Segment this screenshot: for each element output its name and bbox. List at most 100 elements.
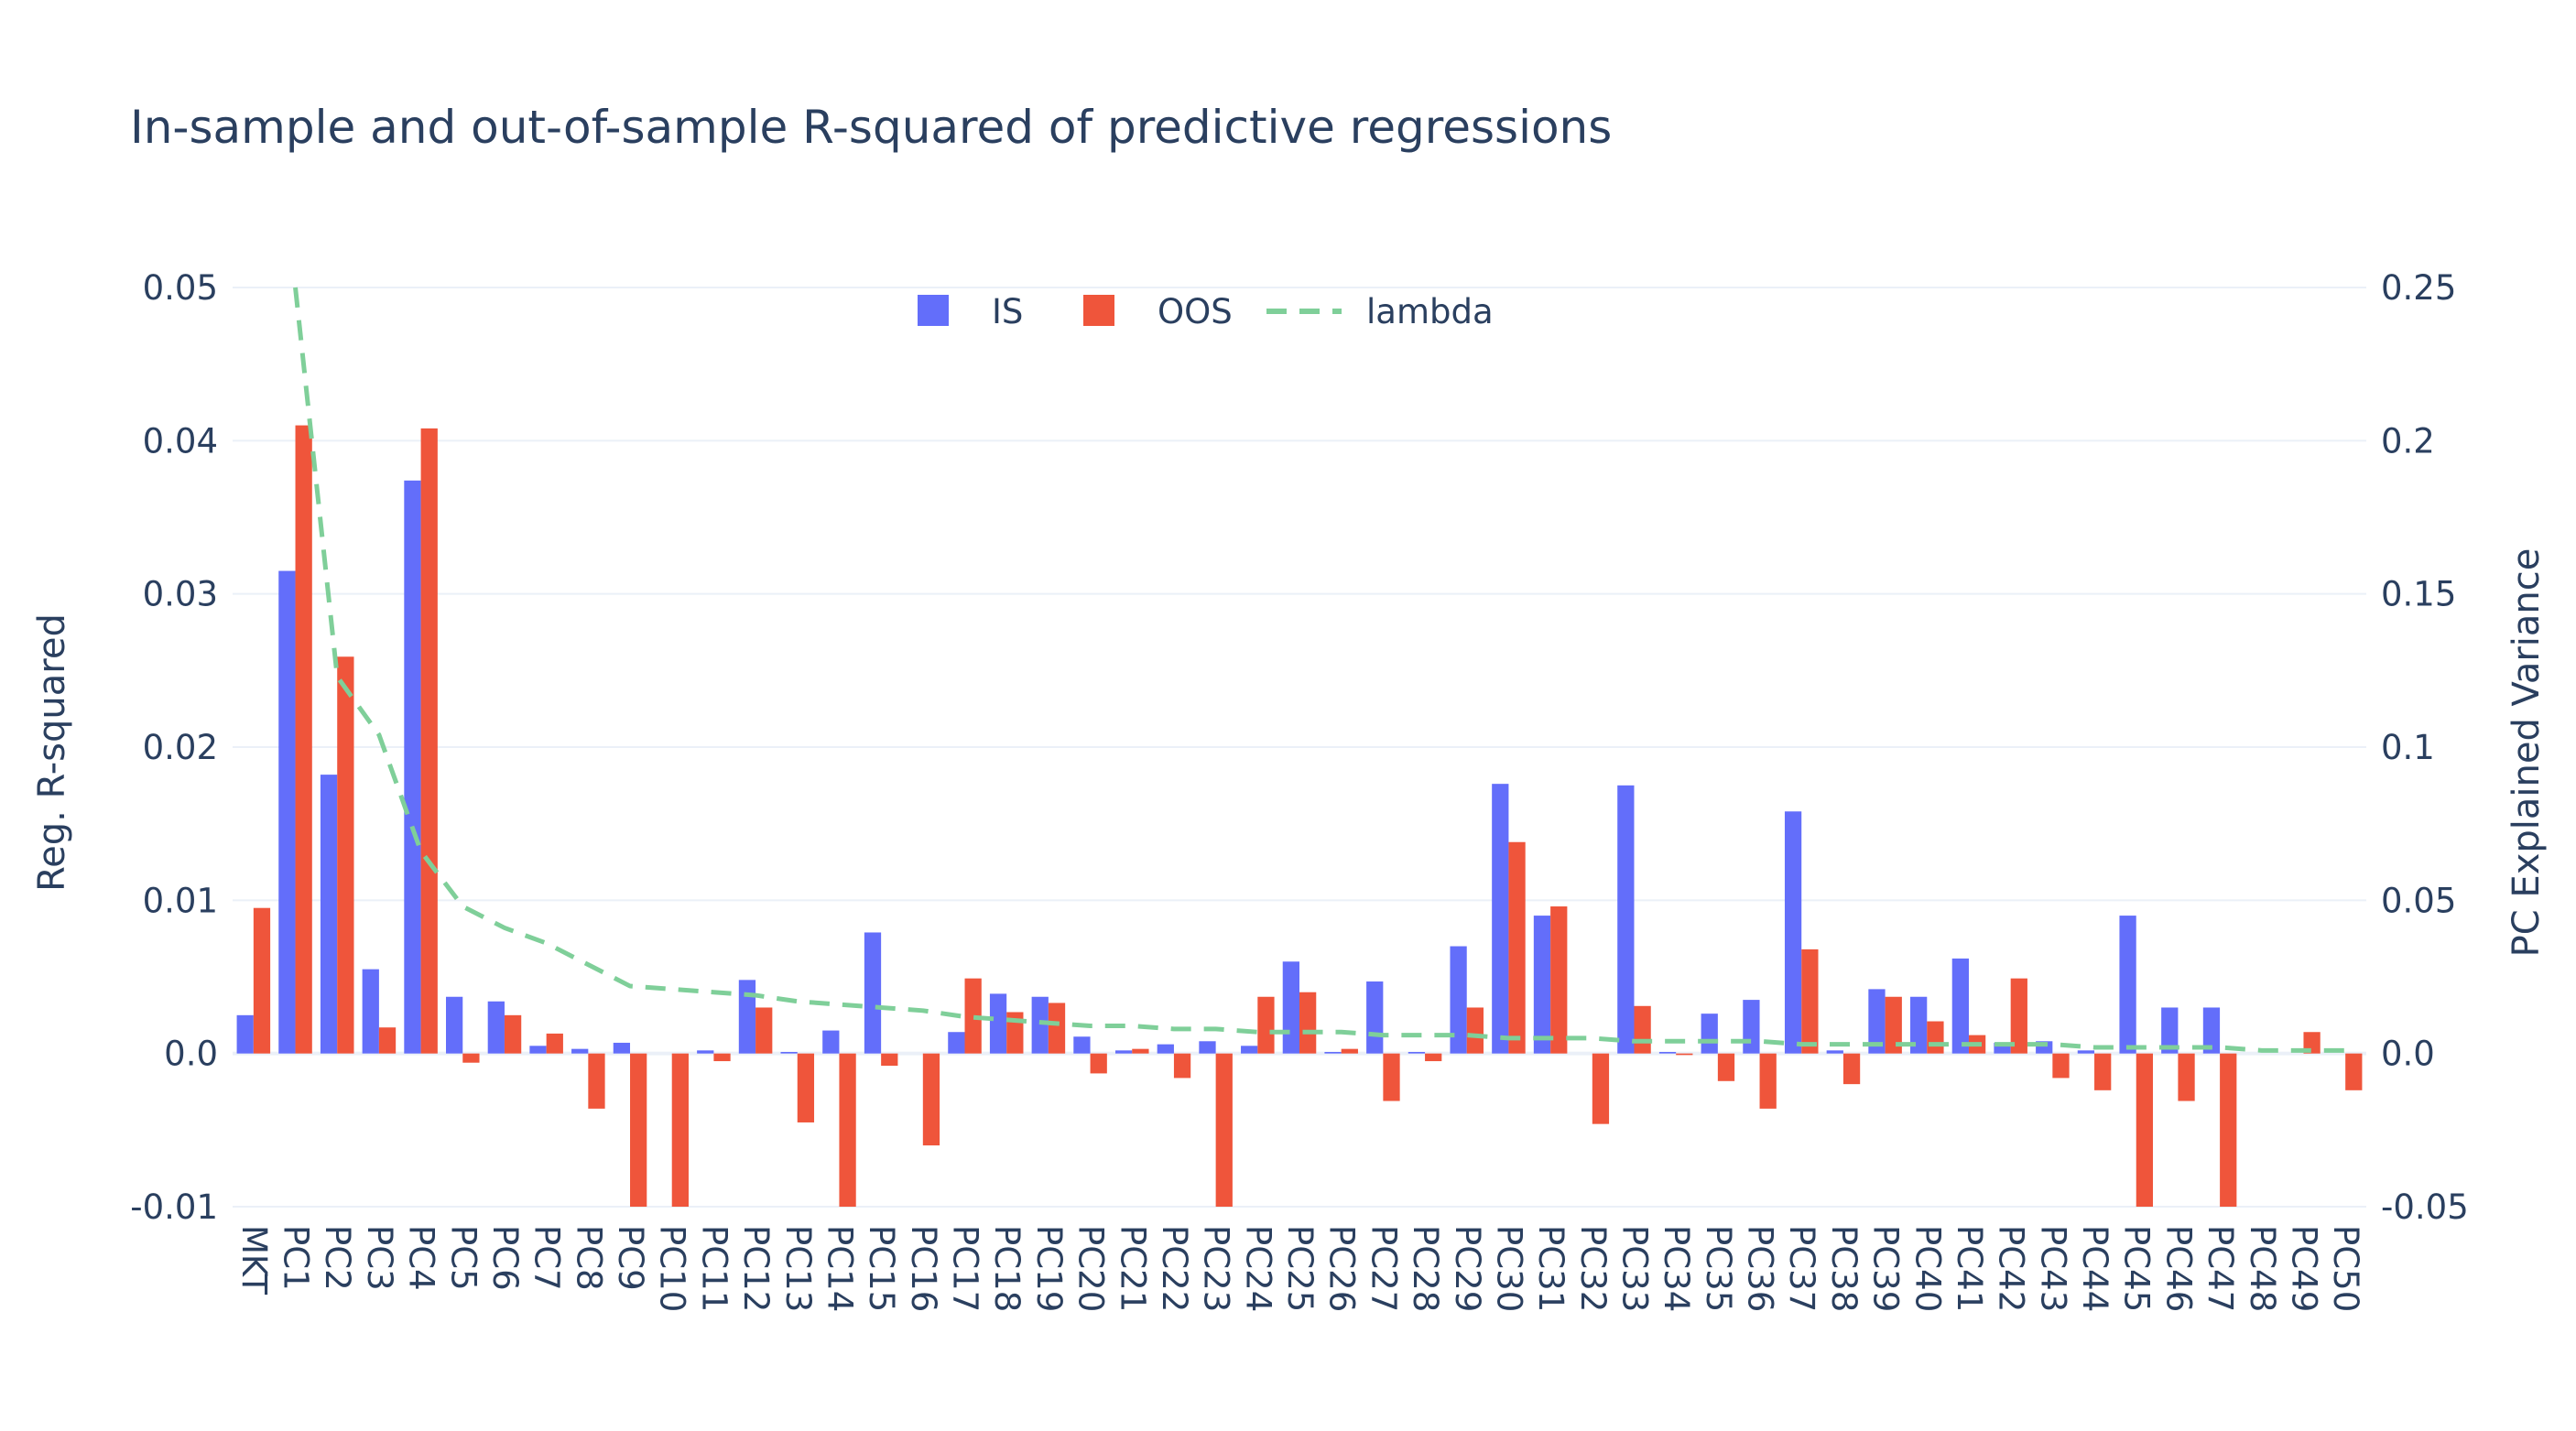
bar-oos-pc13[interactable] — [797, 1053, 815, 1122]
bar-oos-pc35[interactable] — [1717, 1053, 1735, 1081]
bar-is-pc40[interactable] — [1910, 996, 1928, 1054]
bar-is-pc11[interactable] — [697, 1050, 714, 1054]
bar-is-pc22[interactable] — [1157, 1044, 1174, 1054]
bar-oos-pc7[interactable] — [546, 1033, 563, 1054]
bar-is-pc46[interactable] — [2161, 1007, 2179, 1054]
bar-oos-mkt[interactable] — [253, 907, 271, 1054]
bar-oos-pc28[interactable] — [1425, 1053, 1442, 1062]
bar-oos-pc29[interactable] — [1466, 1007, 1484, 1054]
bar-is-mkt[interactable] — [236, 1014, 254, 1054]
bar-oos-pc36[interactable] — [1759, 1053, 1777, 1109]
bar-is-pc47[interactable] — [2202, 1007, 2221, 1054]
bar-oos-pc2[interactable] — [337, 656, 354, 1054]
bar-oos-pc5[interactable] — [462, 1053, 480, 1063]
bar-is-pc8[interactable] — [571, 1048, 589, 1054]
bar-is-pc5[interactable] — [446, 996, 463, 1054]
bar-is-pc17[interactable] — [948, 1032, 965, 1054]
bar-oos-pc34[interactable] — [1676, 1053, 1693, 1056]
bar-oos-pc17[interactable] — [964, 978, 982, 1054]
bar-is-pc34[interactable] — [1658, 1051, 1677, 1054]
bar-is-pc36[interactable] — [1743, 1000, 1760, 1054]
bar-oos-pc33[interactable] — [1634, 1005, 1651, 1054]
bar-oos-pc8[interactable] — [588, 1053, 605, 1109]
bar-oos-pc40[interactable] — [1927, 1021, 1944, 1054]
bar-oos-pc25[interactable] — [1299, 992, 1317, 1054]
bar-is-pc26[interactable] — [1324, 1051, 1342, 1054]
bar-is-pc4[interactable] — [404, 480, 421, 1054]
x-tick-label: PC15 — [862, 1225, 901, 1312]
bar-is-pc21[interactable] — [1114, 1050, 1133, 1054]
bar-is-pc37[interactable] — [1784, 811, 1802, 1054]
bar-oos-pc27[interactable] — [1383, 1053, 1400, 1101]
bar-is-pc1[interactable] — [278, 570, 296, 1054]
bar-is-pc23[interactable] — [1199, 1041, 1216, 1054]
bar-oos-pc12[interactable] — [755, 1007, 773, 1054]
bar-is-pc39[interactable] — [1868, 989, 1886, 1054]
bar-oos-pc38[interactable] — [1842, 1053, 1861, 1085]
bar-is-pc33[interactable] — [1617, 785, 1635, 1054]
x-tick-label: PC35 — [1699, 1225, 1738, 1312]
bar-oos-pc31[interactable] — [1550, 906, 1568, 1054]
bar-is-pc20[interactable] — [1073, 1036, 1091, 1054]
bar-oos-pc50[interactable] — [2345, 1053, 2363, 1090]
bar-oos-pc1[interactable] — [295, 425, 312, 1054]
x-tick-label: PC41 — [1950, 1225, 1989, 1312]
bar-is-pc27[interactable] — [1366, 981, 1384, 1054]
bar-oos-pc43[interactable] — [2052, 1053, 2070, 1079]
bar-oos-pc49[interactable] — [2303, 1032, 2321, 1054]
legend-item-lambda[interactable]: lambda — [1266, 292, 1494, 331]
bar-is-pc14[interactable] — [822, 1030, 840, 1054]
bar-oos-pc4[interactable] — [420, 428, 438, 1054]
legend-item-oos[interactable]: OOS — [1083, 292, 1233, 331]
bar-oos-pc26[interactable] — [1341, 1048, 1358, 1054]
bar-is-pc29[interactable] — [1450, 946, 1467, 1054]
bar-is-pc15[interactable] — [864, 932, 882, 1054]
x-tick-label: PC11 — [694, 1225, 734, 1312]
bar-is-pc35[interactable] — [1701, 1014, 1718, 1054]
bar-is-pc12[interactable] — [738, 980, 756, 1054]
bar-is-pc19[interactable] — [1031, 996, 1049, 1054]
bar-oos-pc19[interactable] — [1048, 1003, 1066, 1054]
bar-oos-pc10[interactable] — [671, 1053, 689, 1207]
bar-oos-pc21[interactable] — [1132, 1048, 1149, 1054]
bar-is-pc38[interactable] — [1826, 1050, 1843, 1054]
bar-is-pc42[interactable] — [1994, 1042, 2011, 1054]
bar-is-pc18[interactable] — [989, 993, 1007, 1054]
bar-oos-pc20[interactable] — [1090, 1053, 1107, 1074]
bar-is-pc30[interactable] — [1492, 784, 1509, 1054]
legend-item-is[interactable]: IS — [918, 292, 1023, 331]
bar-oos-pc47[interactable] — [2220, 1053, 2237, 1207]
bar-oos-pc44[interactable] — [2094, 1053, 2112, 1090]
bar-is-pc44[interactable] — [2077, 1050, 2095, 1054]
bar-is-pc9[interactable] — [613, 1042, 631, 1054]
bar-oos-pc39[interactable] — [1885, 996, 1902, 1054]
bar-is-pc2[interactable] — [320, 775, 338, 1054]
bar-is-pc31[interactable] — [1533, 916, 1551, 1054]
bar-oos-pc3[interactable] — [378, 1027, 397, 1054]
bar-is-pc45[interactable] — [2119, 916, 2136, 1054]
bar-oos-pc42[interactable] — [2010, 978, 2027, 1054]
bar-is-pc7[interactable] — [529, 1046, 547, 1054]
bar-is-pc41[interactable] — [1951, 958, 1969, 1054]
bar-oos-pc9[interactable] — [630, 1053, 647, 1207]
bar-oos-pc24[interactable] — [1257, 996, 1275, 1054]
bar-is-pc6[interactable] — [487, 1001, 505, 1054]
bar-is-pc13[interactable] — [780, 1051, 798, 1054]
lambda-line[interactable] — [293, 287, 2346, 1053]
bar-oos-pc32[interactable] — [1592, 1053, 1610, 1124]
bar-oos-pc22[interactable] — [1173, 1053, 1191, 1079]
bar-is-pc3[interactable] — [362, 969, 379, 1054]
bar-oos-pc23[interactable] — [1215, 1053, 1233, 1207]
bar-is-pc25[interactable] — [1282, 961, 1299, 1054]
bar-oos-pc30[interactable] — [1508, 841, 1526, 1054]
bar-oos-pc37[interactable] — [1801, 949, 1819, 1054]
bar-oos-pc15[interactable] — [881, 1053, 898, 1067]
bar-oos-pc45[interactable] — [2136, 1053, 2153, 1207]
bar-oos-pc16[interactable] — [922, 1053, 940, 1146]
bar-is-pc24[interactable] — [1241, 1046, 1258, 1054]
bar-oos-pc46[interactable] — [2178, 1053, 2195, 1101]
bar-is-pc28[interactable] — [1408, 1051, 1426, 1054]
bar-oos-pc14[interactable] — [839, 1053, 856, 1207]
bar-oos-pc11[interactable] — [713, 1053, 731, 1062]
bar-oos-pc6[interactable] — [504, 1014, 522, 1054]
